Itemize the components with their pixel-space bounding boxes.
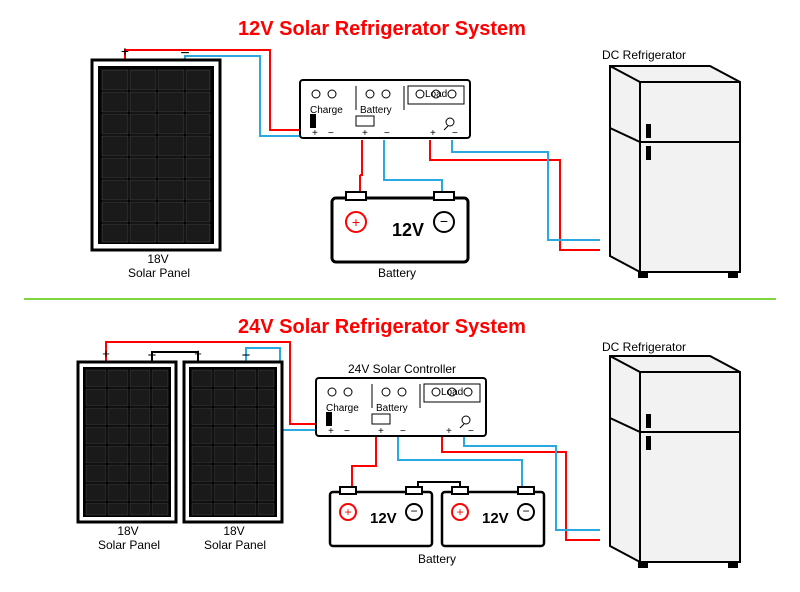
solar-panel-24v-1 <box>78 362 176 522</box>
fridge-12v <box>610 66 740 278</box>
svg-text:+: + <box>344 505 351 519</box>
svg-text:−: − <box>522 504 529 518</box>
controller-title-24v: 24V Solar Controller <box>348 362 456 376</box>
svg-text:+: + <box>430 128 436 139</box>
battery-label-12v: Battery <box>378 266 416 280</box>
svg-text:−: − <box>328 128 334 139</box>
fridge-label-24v: DC Refrigerator <box>602 340 686 354</box>
system-12v-svg: + − +− +− +− <box>0 0 800 296</box>
ctrl-load-12v: Load <box>425 89 447 100</box>
ctrl-load-24v: Load <box>441 387 463 398</box>
svg-text:−: − <box>180 45 189 62</box>
battery-voltage-12v: 12V <box>392 220 424 241</box>
svg-text:−: − <box>344 426 350 437</box>
ctrl-charge-24v: Charge <box>326 403 359 414</box>
fridge-label-12v: DC Refrigerator <box>602 48 686 62</box>
svg-text:+: + <box>121 43 129 59</box>
svg-text:−: − <box>410 504 417 518</box>
batt1-voltage-24v: 12V <box>370 510 397 527</box>
svg-text:+: + <box>312 128 318 139</box>
svg-text:−: − <box>384 128 390 139</box>
svg-text:−: − <box>468 426 474 437</box>
svg-text:+: + <box>102 346 110 361</box>
solar-panel-12v <box>92 60 220 250</box>
svg-text:−: − <box>400 426 406 437</box>
svg-text:+: + <box>456 505 463 519</box>
svg-text:−: − <box>440 213 448 229</box>
svg-text:+: + <box>378 426 384 437</box>
solar-panel-24v-2 <box>184 362 282 522</box>
ctrl-battery-12v: Battery <box>360 105 392 116</box>
svg-text:+: + <box>352 214 360 230</box>
diagram-stage: 12V Solar Refrigerator System 24V Solar … <box>0 0 800 592</box>
svg-text:+: + <box>362 128 368 139</box>
svg-text:−: − <box>242 347 251 364</box>
battery-label-24v: Battery <box>418 552 456 566</box>
panel-label-12v: 18V Solar Panel <box>128 252 188 280</box>
svg-text:+: + <box>328 426 334 437</box>
panel1-label-24v: 18V Solar Panel <box>98 524 158 552</box>
svg-text:+: + <box>194 346 202 361</box>
svg-text:−: − <box>148 347 157 364</box>
svg-text:−: − <box>452 128 458 139</box>
fridge-24v <box>610 356 740 568</box>
ctrl-charge-12v: Charge <box>310 105 343 116</box>
ctrl-battery-24v: Battery <box>376 403 408 414</box>
panel2-label-24v: 18V Solar Panel <box>204 524 264 552</box>
batt2-voltage-24v: 12V <box>482 510 509 527</box>
svg-text:+: + <box>446 426 452 437</box>
